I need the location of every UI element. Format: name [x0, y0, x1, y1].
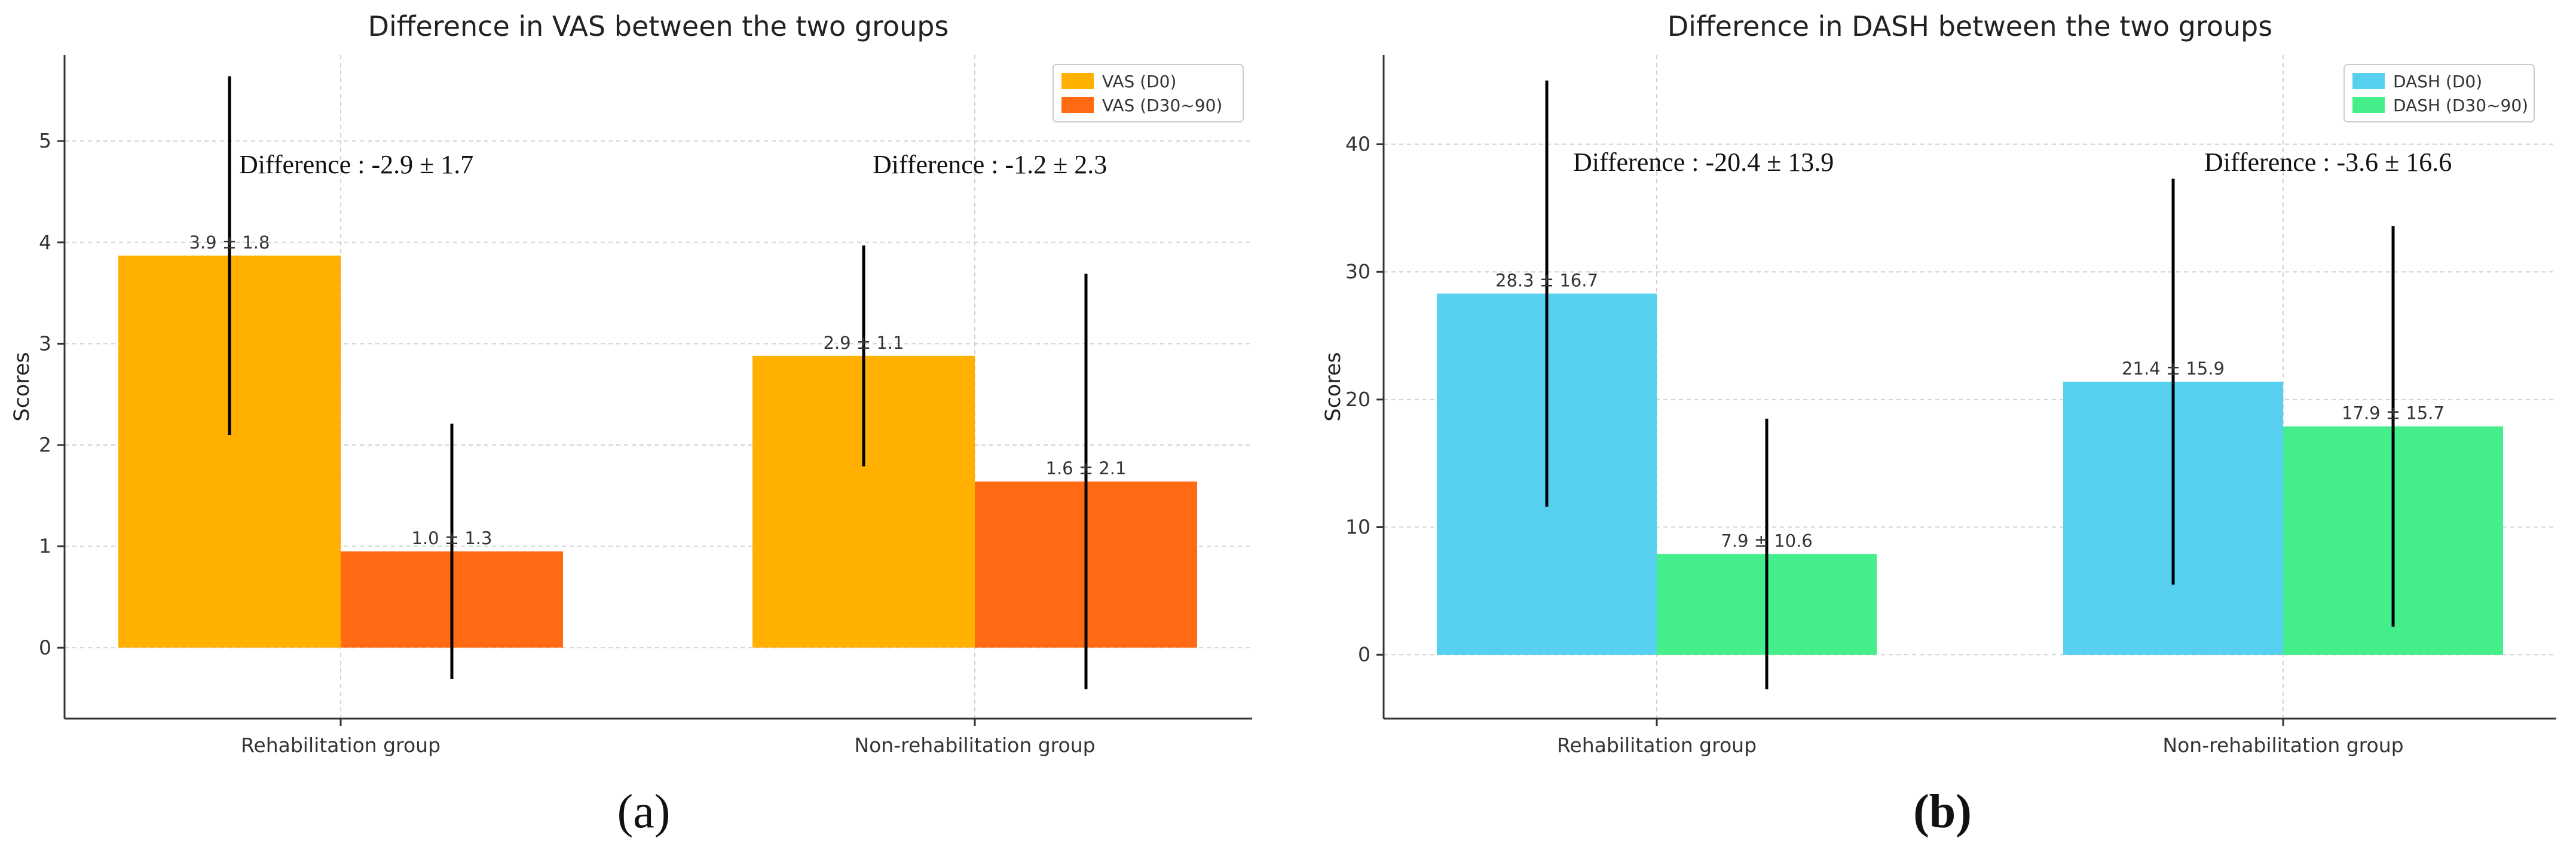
chart-panel-1: 28.3 ± 16.7 21.4 ± 15.9 7.9 ± 10.6 17.9 ± 1…: [1321, 10, 2556, 838]
y-axis-label: Scores: [1321, 352, 1345, 421]
x-tick-label: Rehabilitation group: [241, 734, 440, 757]
legend-box: [1053, 64, 1244, 122]
y-tick-label: 30: [1345, 260, 1370, 283]
legend-swatch-0: [1061, 73, 1094, 89]
y-tick-label: 10: [1345, 516, 1370, 539]
legend-entry-1: VAS (D30~90): [1102, 96, 1222, 115]
difference-annotation: Difference : -20.4 ± 13.9: [1573, 148, 1834, 177]
legend-entry-0: DASH (D0): [2393, 72, 2482, 91]
legend-swatch-0: [2352, 73, 2385, 89]
panel-label: (a): [617, 786, 671, 838]
data-label: 17.9 ± 15.7: [2342, 403, 2445, 424]
y-tick-label: 1: [39, 535, 51, 558]
data-label: 21.4 ± 15.9: [2122, 358, 2225, 379]
difference-annotation: Difference : -1.2 ± 2.3: [873, 150, 1107, 179]
chart-title: Difference in VAS between the two groups: [368, 10, 949, 42]
data-label: 28.3 ± 16.7: [1495, 271, 1598, 291]
legend: DASH (D0) DASH (D30~90): [2344, 64, 2535, 122]
x-tick-label: Non-rehabilitation group: [2162, 734, 2403, 757]
y-tick-label: 20: [1345, 388, 1370, 411]
y-tick-label: 5: [39, 129, 51, 152]
chart-title: Difference in DASH between the two group…: [1668, 10, 2272, 42]
data-label: 1.0 ± 1.3: [412, 528, 492, 548]
legend-swatch-1: [1061, 97, 1094, 113]
y-tick-label: 0: [39, 636, 51, 659]
x-tick-label: Non-rehabilitation group: [854, 734, 1095, 757]
y-tick-label: 40: [1345, 133, 1370, 156]
difference-annotation: Difference : -2.9 ± 1.7: [239, 150, 473, 179]
y-tick-label: 0: [1358, 643, 1370, 666]
legend-swatch-1: [2352, 97, 2385, 113]
panel-label: (b): [1913, 786, 1972, 838]
data-label: 7.9 ± 10.6: [1721, 530, 1812, 551]
data-label: 1.6 ± 2.1: [1046, 458, 1127, 478]
y-tick-label: 2: [39, 433, 51, 456]
data-label: 3.9 ± 1.8: [189, 232, 270, 253]
x-tick-label: Rehabilitation group: [1557, 734, 1757, 757]
y-tick-label: 3: [39, 332, 51, 355]
difference-annotation: Difference : -3.6 ± 16.6: [2204, 148, 2452, 177]
legend: VAS (D0) VAS (D30~90): [1053, 64, 1244, 122]
y-tick-label: 4: [39, 231, 51, 254]
y-axis-label: Scores: [10, 352, 34, 421]
data-label: 2.9 ± 1.1: [824, 333, 904, 353]
legend-entry-0: VAS (D0): [1102, 72, 1176, 91]
chart-panel-0: 3.9 ± 1.8 2.9 ± 1.1 1.0 ± 1.3 1.6 ± 2.1 0 1 2 3…: [10, 10, 1252, 838]
legend-entry-1: DASH (D30~90): [2393, 96, 2528, 115]
legend-box: [2344, 64, 2535, 122]
